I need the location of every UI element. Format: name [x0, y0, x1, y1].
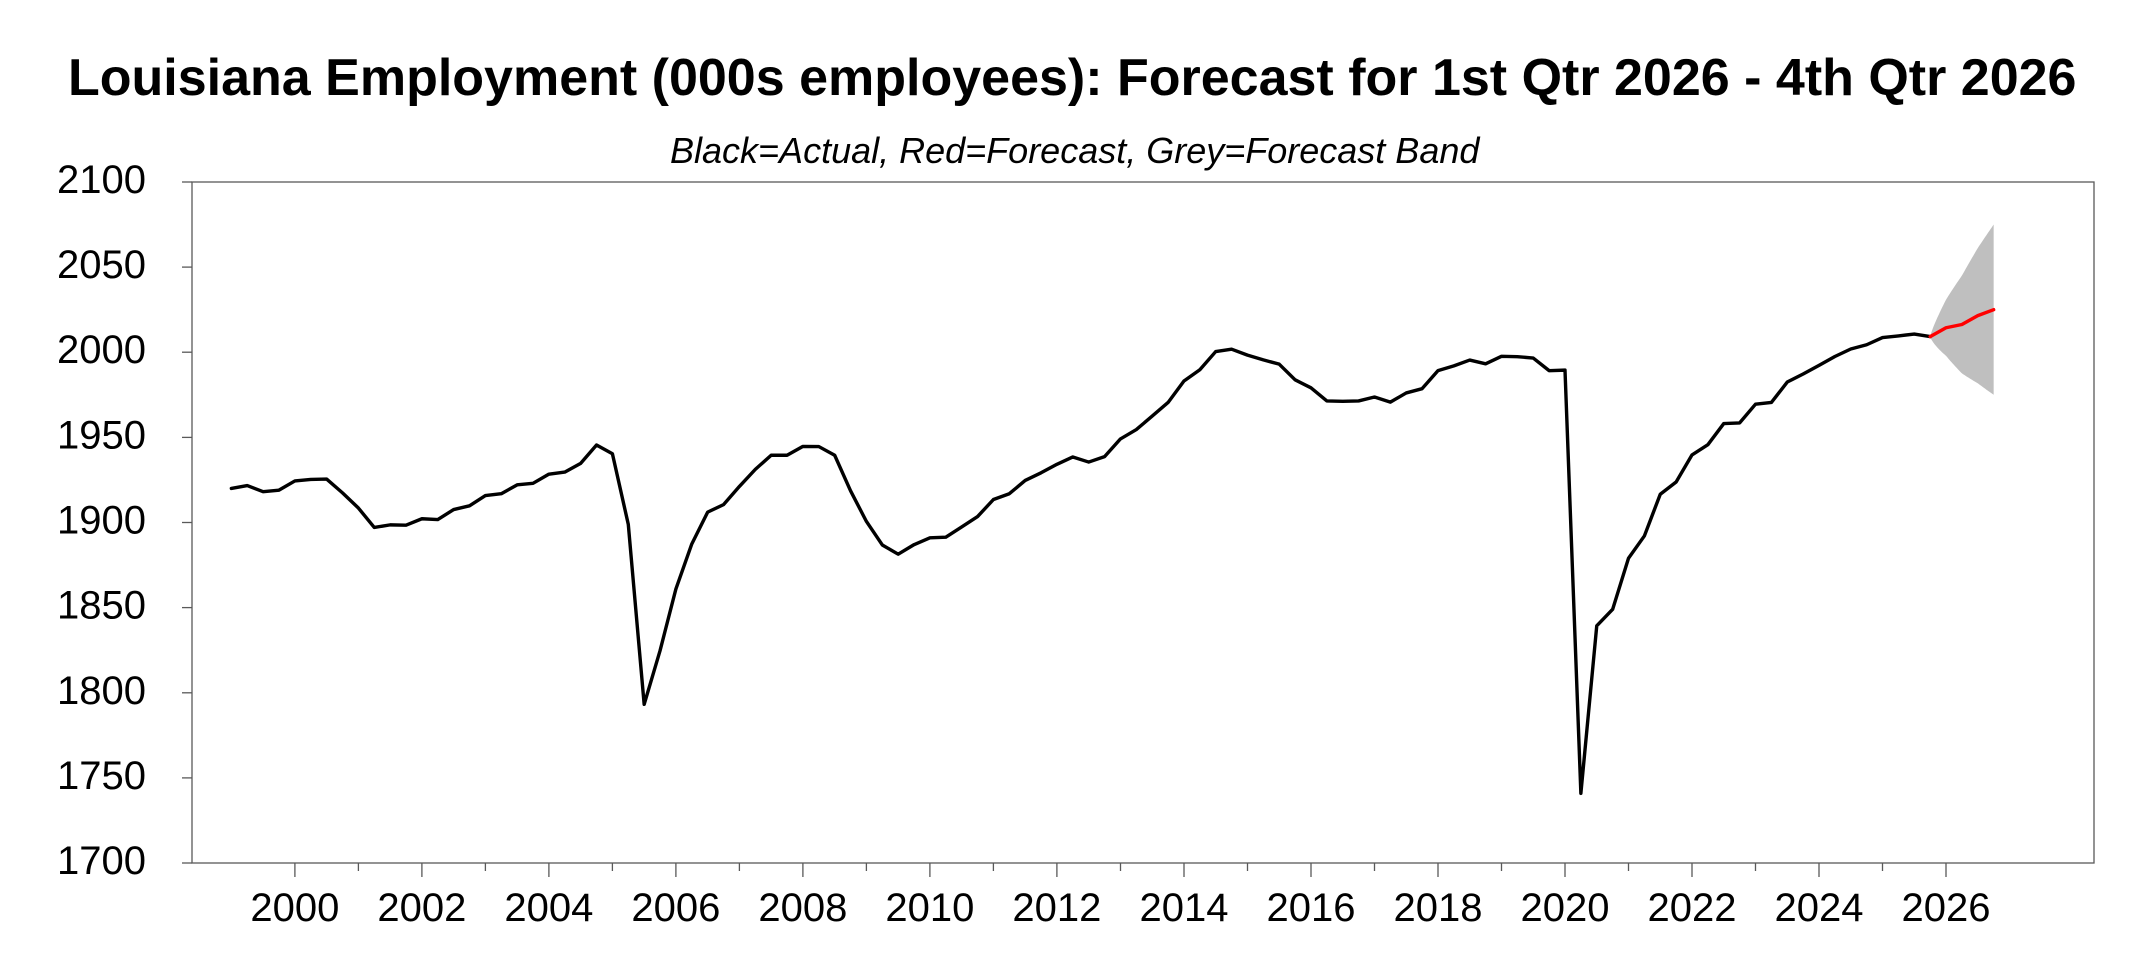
svg-text:Black=Actual, Red=Forecast, Gr: Black=Actual, Red=Forecast, Grey=Forecas…	[670, 130, 1480, 171]
svg-text:1900: 1900	[57, 499, 146, 543]
svg-text:1800: 1800	[57, 669, 146, 713]
svg-text:2020: 2020	[1521, 886, 1610, 930]
svg-text:2026: 2026	[1902, 886, 1991, 930]
svg-text:2004: 2004	[504, 886, 593, 930]
svg-text:1850: 1850	[57, 584, 146, 628]
svg-text:1750: 1750	[57, 754, 146, 798]
svg-text:1700: 1700	[57, 839, 146, 883]
svg-text:2100: 2100	[57, 158, 146, 202]
svg-text:Louisiana Employment (000s emp: Louisiana Employment (000s employees): F…	[68, 49, 2076, 107]
svg-text:2018: 2018	[1394, 886, 1483, 930]
svg-text:2024: 2024	[1775, 886, 1864, 930]
svg-text:2012: 2012	[1012, 886, 1101, 930]
svg-text:2016: 2016	[1267, 886, 1356, 930]
svg-text:2022: 2022	[1648, 886, 1737, 930]
svg-text:2050: 2050	[57, 243, 146, 287]
svg-text:2002: 2002	[377, 886, 466, 930]
svg-text:2006: 2006	[631, 886, 720, 930]
svg-text:2000: 2000	[250, 886, 339, 930]
svg-text:2000: 2000	[57, 328, 146, 372]
svg-text:2010: 2010	[885, 886, 974, 930]
svg-text:2008: 2008	[758, 886, 847, 930]
svg-text:1950: 1950	[57, 413, 146, 457]
svg-text:2014: 2014	[1140, 886, 1229, 930]
